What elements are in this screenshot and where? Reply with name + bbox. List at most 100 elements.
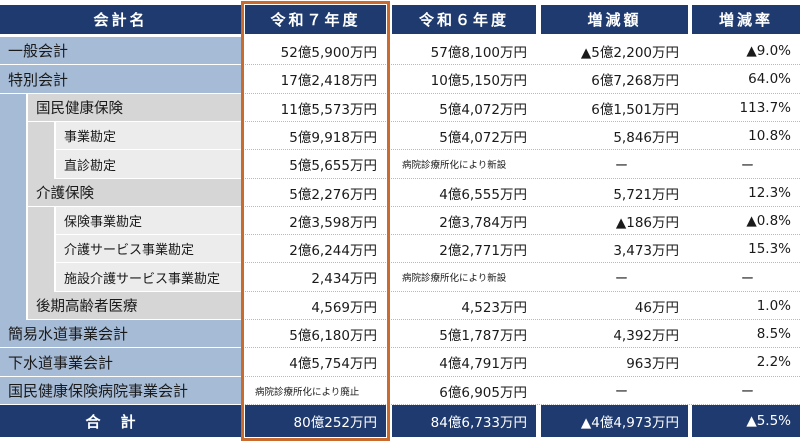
diff-value: ー [614,271,628,287]
rate-value: 8.5% [756,325,791,342]
hierarchy-bar [0,292,26,320]
row-separator [245,64,800,65]
hierarchy-bar [0,207,26,235]
r6-value: 2億2,771万円 [439,242,527,259]
header-diff: 増減額 [541,5,688,34]
diff-value: 3,473万円 [613,242,679,259]
account-name: 介護保険 [28,179,241,206]
row-separator [245,149,800,150]
header-r6: 令和６年度 [392,5,536,34]
hierarchy-bar [0,94,26,122]
r7-value: 4,569万円 [311,299,377,316]
account-name: 介護サービス事業勘定 [56,235,241,262]
hierarchy-bar [0,179,26,207]
r6-value: 4億4,791万円 [439,356,527,372]
hierarchy-bar [0,150,26,179]
r6-value: 5億4,072万円 [439,129,527,146]
row-separator [245,121,800,122]
row-separator [245,404,800,405]
r6-value: 6億6,905万円 [439,384,527,401]
r6-value: 2億3,784万円 [439,214,527,231]
hierarchy-bar [28,235,54,263]
hierarchy-bar [0,263,26,292]
hierarchy-bar [28,207,54,235]
hierarchy-bar [0,122,26,150]
account-name: 事業勘定 [56,122,241,149]
diff-value: ー [614,385,628,400]
r7-value: 5億6,180万円 [289,327,377,344]
account-name: 一般会計 [0,37,241,64]
r6-value: 10億5,150万円 [430,73,527,89]
rate-value: 1.0% [756,297,791,314]
total-r7: 80億252万円 [245,405,386,437]
row-separator [245,347,800,348]
account-name: 保険事業勘定 [56,207,241,234]
r6-value: 4,523万円 [461,299,527,316]
r7-value: 病院診療所化により廃止 [255,386,360,398]
rate-value: 2.2% [756,354,791,370]
row-separator [245,376,800,377]
row-separator [245,234,800,235]
hierarchy-bar [28,122,54,150]
r6-value: 病院診療所化により新設 [402,160,507,171]
row-separator [245,178,800,179]
r6-value: 4億6,555万円 [439,186,527,203]
diff-value: 6億1,501万円 [591,101,679,118]
rate-value: 12.3% [748,184,791,201]
account-name: 特別会計 [0,65,241,93]
hierarchy-bar [28,263,54,292]
diff-value: 963万円 [626,356,679,372]
rate-value: 15.3% [748,240,791,257]
r7-value: 5億5,655万円 [289,158,377,174]
account-name: 後期高齢者医療 [28,292,241,319]
diff-value: ▲186万円 [615,214,679,231]
row-separator [245,206,800,207]
r6-value: 57億8,100万円 [430,44,527,61]
account-name: 下水道事業会計 [0,348,241,376]
hierarchy-bar [0,235,26,263]
header-r7: 令和７年度 [245,5,386,34]
diff-value: ▲5億2,200万円 [580,44,679,61]
total-diff: ▲4億4,973万円 [541,405,688,437]
r7-value: 52億5,900万円 [280,44,377,61]
r7-value: 2億3,598万円 [289,214,377,231]
rate-value: ー [740,158,754,174]
account-name: 施設介護サービス事業勘定 [56,263,241,291]
rate-value: ー [740,271,754,287]
account-name: 簡易水道事業会計 [0,320,241,347]
diff-value: 6億7,268万円 [591,73,679,89]
rate-value: 10.8% [748,127,791,144]
header-account-name: 会計名 [0,5,241,34]
diff-value: 5,846万円 [613,129,679,146]
r7-value: 4億5,754万円 [289,356,377,372]
hierarchy-bar [28,150,54,179]
row-separator [245,93,800,94]
diff-value: ー [614,158,628,174]
account-name: 直診勘定 [56,150,241,178]
rate-value: ▲9.0% [746,42,791,59]
rate-value: ー [740,385,754,400]
r6-value: 5億1,787万円 [439,327,527,344]
r7-value: 5億2,276万円 [289,186,377,203]
r7-value: 2,434万円 [311,271,377,287]
diff-value: 46万円 [634,299,679,316]
total-rate: ▲5.5% [692,405,800,437]
r7-value: 5億9,918万円 [289,129,377,146]
r7-value: 17億2,418万円 [280,73,377,89]
row-separator [245,291,800,292]
diff-value: 4,392万円 [613,327,679,344]
row-separator [245,262,800,263]
account-name: 国民健康保険 [28,94,241,121]
r7-value: 2億6,244万円 [289,242,377,259]
r7-value: 11億5,573万円 [280,101,377,118]
rate-value: 113.7% [739,99,791,116]
total-r6: 84億6,733万円 [392,405,536,437]
header-rate: 増減率 [692,5,800,34]
diff-value: 5,721万円 [613,186,679,203]
r6-value: 病院診療所化により新設 [402,273,507,284]
row-separator [245,319,800,320]
total-label: 合計 [0,405,241,437]
account-name: 国民健康保険病院事業会計 [0,377,241,404]
rate-value: 64.0% [748,71,791,87]
